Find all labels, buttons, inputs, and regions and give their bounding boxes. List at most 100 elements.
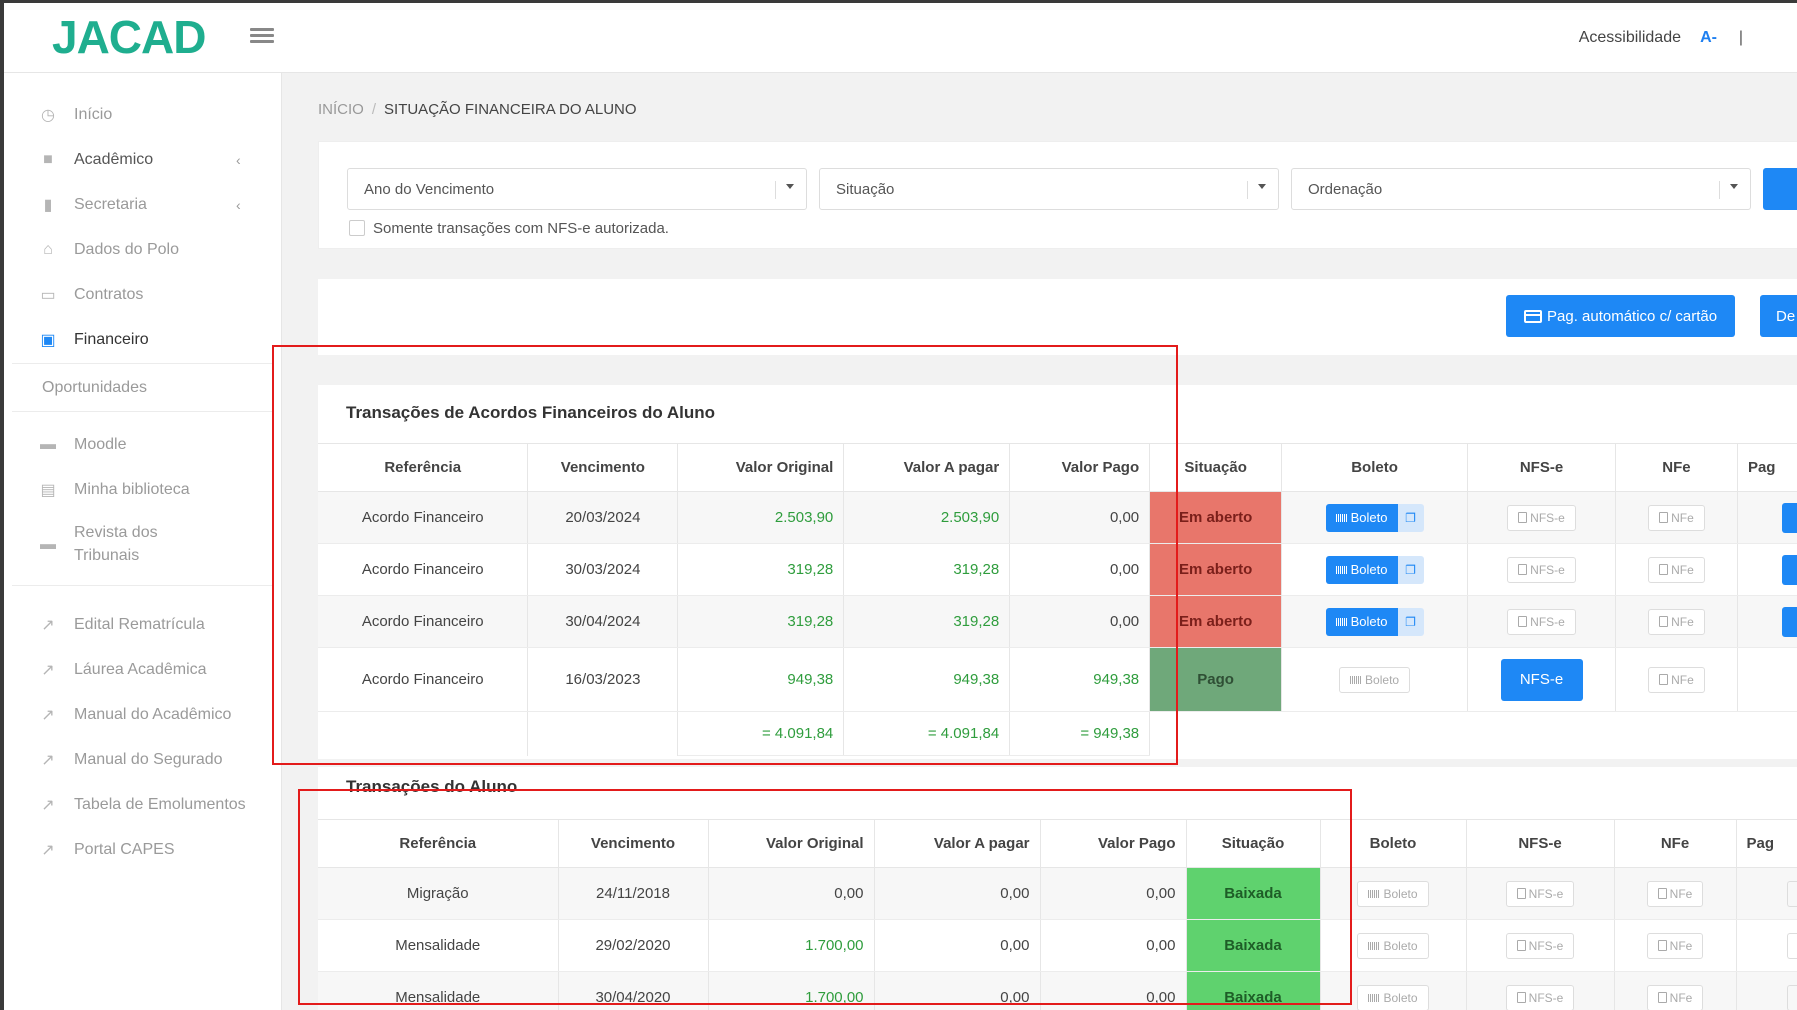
sidebar-link-manual-segurado[interactable]: ↗ Manual do Segurado	[4, 738, 282, 782]
col-vencimento[interactable]: Vencimento	[558, 819, 709, 868]
boleto-button[interactable]: Boleto ❐	[1325, 607, 1424, 636]
sidebar-item-label: Moodle	[74, 436, 127, 453]
auto-pay-card-label: Pag. automático c/ cartão	[1547, 307, 1718, 325]
menu-toggle-icon[interactable]	[250, 25, 274, 49]
cell-referencia: Mensalidade	[318, 919, 559, 972]
file-icon	[1518, 616, 1528, 627]
nfse-button[interactable]: NFS-e	[1505, 880, 1575, 907]
sidebar-item-financeiro[interactable]: ▣ Financeiro	[4, 318, 282, 362]
copy-icon[interactable]: ❐	[1397, 555, 1424, 584]
cell-valor-apagar: 319,28	[843, 595, 1011, 648]
filter-submit-button[interactable]	[1763, 168, 1797, 210]
col-valor-original[interactable]: Valor Original	[708, 819, 875, 868]
auto-pay-card-button[interactable]: Pag. automático c/ cartão	[1506, 295, 1736, 337]
nfe-button[interactable]: NFe	[1648, 608, 1705, 635]
pay-button[interactable]	[1781, 606, 1797, 637]
sidebar-item-dados-polo[interactable]: ⌂ Dados do Polo	[4, 228, 282, 272]
col-boleto: Boleto	[1320, 819, 1467, 868]
acordos-title: Transações de Acordos Financeiros do Alu…	[346, 403, 716, 422]
breadcrumb-divider: /	[371, 101, 377, 118]
jacad-logo[interactable]: JACAD	[52, 7, 212, 67]
boleto-button[interactable]: Boleto	[1339, 666, 1411, 693]
col-valor-pago[interactable]: Valor Pago	[1040, 819, 1187, 868]
sidebar-link-manual-academico[interactable]: ↗ Manual do Acadêmico	[4, 693, 282, 737]
nfse-button[interactable]: NFS-e	[1507, 504, 1576, 531]
situation-select[interactable]: Situação	[819, 168, 1279, 210]
boleto-button[interactable]: Boleto ❐	[1325, 503, 1424, 532]
col-valor-apagar[interactable]: Valor A pagar	[874, 819, 1041, 868]
sidebar-item-inicio[interactable]: ◷ Início	[4, 93, 282, 137]
order-select[interactable]: Ordenação	[1291, 168, 1751, 210]
copy-icon[interactable]: ❐	[1397, 503, 1424, 532]
col-valor-apagar[interactable]: Valor A pagar	[843, 443, 1011, 492]
status-badge: Em aberto	[1149, 491, 1283, 544]
font-decrease-button[interactable]: A-	[1700, 29, 1717, 46]
sidebar-link-emolumentos[interactable]: ↗ Tabela de Emolumentos	[4, 783, 282, 827]
nfse-button[interactable]: NFS-e	[1505, 932, 1575, 959]
cell-valor-pago: 0,00	[1009, 543, 1151, 596]
sidebar-item-label: Portal CAPES	[74, 841, 175, 858]
col-situacao[interactable]: Situação	[1186, 819, 1321, 868]
col-valor-original[interactable]: Valor Original	[677, 443, 845, 492]
sidebar-item-contratos[interactable]: ▭ Contratos	[4, 273, 282, 317]
file-icon	[1657, 940, 1667, 951]
pay-button[interactable]	[1786, 932, 1797, 959]
pay-button[interactable]	[1786, 984, 1797, 1010]
pay-button[interactable]	[1781, 502, 1797, 533]
acordos-table: Referência Vencimento Valor Original Val…	[318, 443, 1797, 756]
col-situacao[interactable]: Situação	[1149, 443, 1283, 492]
file-icon	[1659, 616, 1669, 627]
second-action-button[interactable]: De	[1760, 295, 1797, 337]
nfe-button[interactable]: NFe	[1646, 984, 1704, 1010]
sidebar-link-capes[interactable]: ↗ Portal CAPES	[4, 828, 282, 872]
col-valor-pago[interactable]: Valor Pago	[1009, 443, 1151, 492]
col-referencia[interactable]: Referência	[318, 443, 529, 492]
barcode-icon	[1335, 617, 1348, 626]
home-icon: ⌂	[43, 241, 53, 258]
pay-button[interactable]	[1781, 554, 1797, 585]
nfse-button[interactable]: NFS-e	[1507, 608, 1576, 635]
sidebar-item-secretaria[interactable]: ▮ Secretaria ‹	[4, 183, 282, 227]
barcode-icon	[1368, 941, 1381, 950]
sidebar-link-edital[interactable]: ↗ Edital Rematrícula	[4, 603, 282, 647]
col-vencimento[interactable]: Vencimento	[527, 443, 679, 492]
col-referencia[interactable]: Referência	[318, 819, 559, 868]
nfe-button[interactable]: NFe	[1646, 932, 1704, 959]
cell-nfse: NFS-e	[1467, 543, 1616, 596]
nfe-button[interactable]: NFe	[1648, 666, 1705, 693]
nfs-only-checkbox[interactable]	[349, 220, 365, 236]
boleto-button[interactable]: Boleto	[1357, 984, 1429, 1010]
copy-icon[interactable]: ❐	[1397, 607, 1424, 636]
nfse-button[interactable]: NFS-e	[1500, 658, 1583, 701]
sidebar-link-laurea[interactable]: ↗ Láurea Acadêmica	[4, 648, 282, 692]
barcode-icon	[1368, 889, 1381, 898]
boleto-button[interactable]: Boleto	[1357, 880, 1429, 907]
nfse-label: NFS-e	[1530, 510, 1565, 525]
sidebar-item-label-line2: Tribunais	[74, 547, 140, 564]
graduation-icon: ■	[43, 151, 53, 168]
year-select[interactable]: Ano do Vencimento	[347, 168, 807, 210]
boleto-button[interactable]: Boleto ❐	[1325, 555, 1424, 584]
pay-button[interactable]	[1786, 880, 1797, 907]
boleto-button[interactable]: Boleto	[1357, 932, 1429, 959]
nfe-button[interactable]: NFe	[1648, 504, 1705, 531]
nfe-button[interactable]: NFe	[1648, 556, 1705, 583]
external-link-icon: ↗	[41, 617, 55, 634]
sidebar-item-label: Dados do Polo	[74, 241, 179, 258]
clock-icon: ◷	[41, 107, 55, 124]
nfe-button[interactable]: NFe	[1646, 880, 1704, 907]
nfse-button[interactable]: NFS-e	[1507, 556, 1576, 583]
nfse-button[interactable]: NFS-e	[1505, 984, 1575, 1010]
document-icon: ▮	[43, 197, 53, 214]
file-icon	[1516, 888, 1526, 899]
cell-pag	[1737, 491, 1797, 544]
nfse-label: NFS-e	[1528, 886, 1564, 901]
sidebar-item-label: Láurea Acadêmica	[74, 661, 207, 678]
cell-boleto: Boleto ❐	[1281, 543, 1469, 596]
cell-valor-original: 0,00	[708, 867, 875, 920]
sidebar-link-moodle[interactable]: ▬ Moodle	[4, 423, 282, 467]
sidebar-item-academico[interactable]: ■ Acadêmico ‹	[4, 138, 282, 182]
breadcrumb-home[interactable]: INÍCIO	[318, 101, 364, 118]
sidebar-link-revista[interactable]: ▬ Revista dos Tribunais	[4, 513, 282, 577]
sidebar-link-biblioteca[interactable]: ▤ Minha biblioteca	[4, 468, 282, 512]
